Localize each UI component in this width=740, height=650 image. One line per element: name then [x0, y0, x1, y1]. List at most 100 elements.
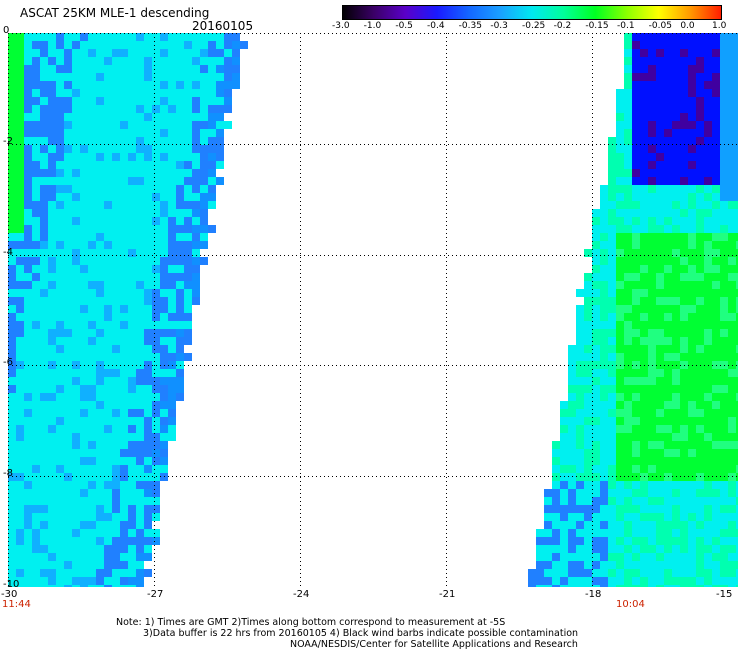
data-cell [40, 449, 48, 457]
data-cell [64, 209, 72, 217]
data-cell [168, 201, 176, 209]
data-cell [728, 281, 736, 289]
data-cell [656, 225, 664, 233]
data-cell [32, 457, 40, 465]
data-cell [16, 457, 24, 465]
data-cell [40, 265, 48, 273]
data-cell [664, 105, 672, 113]
data-cell [232, 57, 240, 65]
data-cell [536, 545, 544, 553]
data-cell [16, 57, 24, 65]
data-cell [128, 113, 136, 121]
data-cell [704, 433, 712, 441]
data-cell [16, 241, 24, 249]
data-cell [208, 169, 216, 177]
data-cell [24, 201, 32, 209]
data-cell [664, 561, 672, 569]
data-cell [704, 425, 712, 433]
data-cell [8, 585, 16, 587]
data-cell [720, 545, 728, 553]
data-cell [64, 297, 72, 305]
data-cell [672, 113, 680, 121]
data-cell [664, 497, 672, 505]
data-cell [696, 297, 704, 305]
data-cell [576, 401, 584, 409]
data-cell [680, 41, 688, 49]
data-cell [624, 585, 632, 587]
data-cell [712, 545, 720, 553]
data-cell [144, 505, 152, 513]
data-cell [104, 57, 112, 65]
data-cell [72, 153, 80, 161]
data-cell [192, 169, 200, 177]
data-cell [152, 449, 160, 457]
data-cell [560, 561, 568, 569]
data-cell [16, 161, 24, 169]
data-cell [192, 177, 200, 185]
data-cell [696, 217, 704, 225]
data-cell [176, 305, 184, 313]
data-cell [624, 401, 632, 409]
data-cell [64, 129, 72, 137]
data-cell [176, 177, 184, 185]
data-cell [680, 401, 688, 409]
data-cell [16, 465, 24, 473]
data-cell [8, 497, 16, 505]
data-cell [224, 65, 232, 73]
data-cell [600, 321, 608, 329]
data-cell [152, 489, 160, 497]
data-cell [48, 225, 56, 233]
data-cell [704, 105, 712, 113]
data-cell [176, 257, 184, 265]
data-cell [88, 177, 96, 185]
data-cell [24, 321, 32, 329]
data-cell [184, 137, 192, 145]
data-cell [584, 585, 592, 587]
data-cell [704, 113, 712, 121]
data-cell [168, 209, 176, 217]
data-cell [40, 129, 48, 137]
data-cell [728, 73, 736, 81]
data-cell [688, 353, 696, 361]
data-cell [56, 401, 64, 409]
data-cell [24, 113, 32, 121]
data-cell [712, 225, 720, 233]
data-cell [120, 377, 128, 385]
data-cell [136, 281, 144, 289]
data-cell [648, 417, 656, 425]
data-cell [656, 57, 664, 65]
data-cell [56, 73, 64, 81]
data-cell [600, 345, 608, 353]
data-cell [56, 561, 64, 569]
data-cell [48, 137, 56, 145]
colorbar-label: -0.5 [395, 21, 413, 31]
data-cell [160, 289, 168, 297]
data-cell [640, 73, 648, 81]
data-cell [608, 273, 616, 281]
data-cell [680, 537, 688, 545]
data-cell [704, 401, 712, 409]
data-cell [624, 457, 632, 465]
data-cell [664, 425, 672, 433]
data-cell [112, 49, 120, 57]
data-cell [680, 161, 688, 169]
data-cell [120, 225, 128, 233]
data-cell [56, 297, 64, 305]
data-cell [16, 433, 24, 441]
data-cell [672, 393, 680, 401]
data-cell [200, 33, 208, 41]
data-cell [600, 281, 608, 289]
data-cell [144, 377, 152, 385]
data-cell [568, 369, 576, 377]
data-cell [88, 521, 96, 529]
data-cell [544, 537, 552, 545]
data-cell [736, 177, 738, 185]
data-cell [632, 457, 640, 465]
data-cell [592, 377, 600, 385]
data-cell [88, 505, 96, 513]
data-cell [160, 305, 168, 313]
data-cell [648, 529, 656, 537]
data-cell [672, 201, 680, 209]
data-cell [8, 545, 16, 553]
data-cell [8, 313, 16, 321]
